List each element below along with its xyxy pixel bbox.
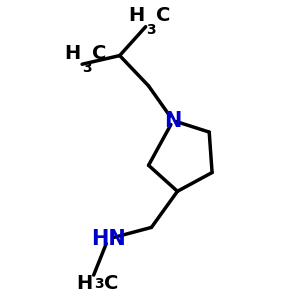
Text: H: H [64, 44, 81, 63]
Text: N: N [164, 110, 182, 130]
Text: H: H [128, 6, 144, 25]
Text: C: C [156, 6, 170, 25]
Text: H: H [76, 274, 92, 292]
Text: C: C [92, 44, 106, 63]
Text: C: C [104, 274, 118, 292]
Text: 3: 3 [94, 278, 103, 291]
Text: 3: 3 [146, 23, 155, 37]
Text: 3: 3 [82, 61, 92, 75]
Text: HN: HN [91, 229, 125, 249]
